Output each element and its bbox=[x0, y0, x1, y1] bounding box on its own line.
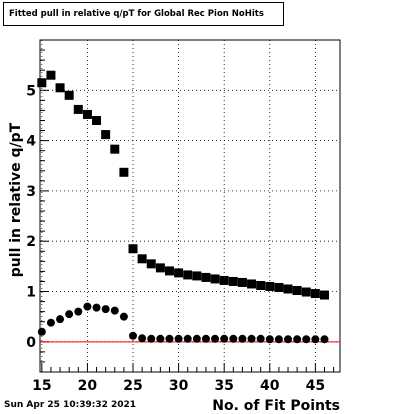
circle-marker bbox=[211, 334, 220, 343]
circle-marker bbox=[284, 335, 293, 344]
square-marker bbox=[137, 254, 147, 264]
x-tick-label: 35 bbox=[214, 378, 233, 394]
x-tick-label: 30 bbox=[169, 378, 189, 394]
square-marker bbox=[219, 275, 229, 285]
circle-marker bbox=[247, 334, 256, 343]
circle-marker bbox=[229, 334, 238, 343]
circle-marker bbox=[110, 306, 119, 315]
square-marker bbox=[64, 90, 74, 100]
data-markers bbox=[37, 70, 329, 344]
circle-marker bbox=[311, 335, 320, 344]
square-marker bbox=[110, 144, 120, 154]
square-marker bbox=[155, 263, 165, 273]
circle-marker bbox=[46, 318, 55, 327]
circle-marker bbox=[65, 310, 74, 319]
square-marker bbox=[119, 167, 129, 177]
square-marker bbox=[274, 282, 284, 292]
timestamp: Sun Apr 25 10:39:32 2021 bbox=[4, 400, 137, 410]
square-marker bbox=[201, 272, 211, 282]
circle-marker bbox=[265, 335, 274, 344]
circle-marker bbox=[101, 305, 110, 314]
y-tick-label: 3 bbox=[26, 184, 36, 200]
circle-marker bbox=[192, 334, 201, 343]
circle-marker bbox=[174, 334, 183, 343]
axis-ticks bbox=[40, 39, 335, 373]
square-marker bbox=[174, 268, 184, 278]
circle-marker bbox=[147, 334, 156, 343]
square-marker bbox=[37, 78, 47, 88]
circle-marker bbox=[37, 327, 46, 336]
circle-marker bbox=[274, 335, 283, 344]
square-marker bbox=[265, 281, 275, 291]
circle-marker bbox=[92, 303, 101, 312]
y-tick-label: 4 bbox=[26, 134, 36, 150]
chart-title: Fitted pull in relative q/pT for Global … bbox=[3, 2, 284, 26]
grid-lines bbox=[40, 40, 340, 372]
square-marker bbox=[192, 271, 202, 281]
y-tick-label: 5 bbox=[26, 83, 36, 99]
square-marker bbox=[256, 280, 266, 290]
square-marker bbox=[92, 115, 102, 125]
circle-marker bbox=[119, 312, 128, 321]
circle-marker bbox=[165, 334, 174, 343]
circle-marker bbox=[220, 334, 229, 343]
y-axis-title: pull in relative q/pT bbox=[8, 122, 24, 277]
square-marker bbox=[146, 259, 156, 269]
y-tick-label: 0 bbox=[26, 335, 36, 351]
circle-marker bbox=[320, 335, 329, 344]
circle-marker bbox=[183, 334, 192, 343]
circle-marker bbox=[201, 334, 210, 343]
square-marker bbox=[46, 70, 56, 80]
square-marker bbox=[247, 279, 257, 289]
x-tick-label: 45 bbox=[306, 378, 325, 394]
square-marker bbox=[228, 276, 238, 286]
y-tick-label: 2 bbox=[26, 234, 36, 250]
square-marker bbox=[319, 290, 329, 300]
square-marker bbox=[183, 270, 193, 280]
square-marker bbox=[128, 244, 138, 254]
x-tick-label: 40 bbox=[260, 378, 280, 394]
circle-marker bbox=[302, 335, 311, 344]
circle-marker bbox=[256, 334, 265, 343]
square-marker bbox=[55, 83, 65, 93]
square-marker bbox=[301, 287, 311, 297]
circle-marker bbox=[129, 331, 138, 340]
square-marker bbox=[283, 284, 293, 294]
x-tick-label: 20 bbox=[78, 378, 98, 394]
circle-marker bbox=[156, 334, 165, 343]
square-marker bbox=[164, 266, 174, 276]
circle-marker bbox=[238, 334, 247, 343]
circle-marker bbox=[56, 315, 65, 324]
x-tick-label: 25 bbox=[123, 378, 142, 394]
x-axis-title: No. of Fit Points bbox=[212, 398, 340, 414]
circle-marker bbox=[74, 307, 83, 316]
square-marker bbox=[101, 130, 111, 140]
square-marker bbox=[210, 274, 220, 284]
square-marker bbox=[237, 277, 247, 287]
square-marker bbox=[73, 104, 83, 114]
square-marker bbox=[292, 286, 302, 296]
plot-frame bbox=[39, 39, 341, 373]
circle-marker bbox=[83, 302, 92, 311]
x-tick-label: 15 bbox=[32, 378, 51, 394]
circle-marker bbox=[293, 335, 302, 344]
circle-marker bbox=[138, 334, 147, 343]
square-marker bbox=[82, 109, 92, 119]
y-tick-label: 1 bbox=[26, 285, 36, 301]
square-marker bbox=[310, 289, 320, 299]
